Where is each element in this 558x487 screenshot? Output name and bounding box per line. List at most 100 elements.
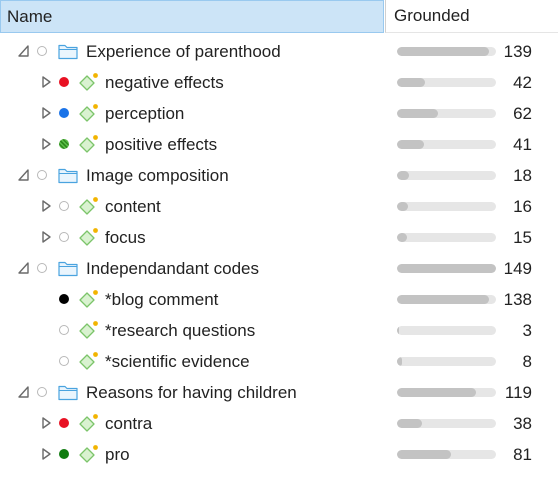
tree-code-row[interactable]: negative effects 42: [0, 67, 558, 98]
empty-color-dot-icon: [37, 263, 47, 273]
code-diamond-icon: [76, 226, 100, 250]
collapsed-triangle-icon[interactable]: [40, 75, 52, 89]
code-diamond-icon: [76, 71, 100, 95]
grounded-bar-fill: [397, 326, 399, 335]
row-label: negative effects: [105, 73, 224, 92]
row-label: positive effects: [105, 135, 218, 154]
tree-code-row[interactable]: positive effects 41: [0, 129, 558, 160]
color-dot-icon: [59, 77, 69, 87]
empty-color-dot-icon: [59, 325, 69, 335]
tree-code-row[interactable]: pro 81: [0, 439, 558, 470]
empty-color-dot-icon: [37, 46, 47, 56]
grounded-count: 149: [503, 259, 532, 278]
tree-code-row[interactable]: perception 62: [0, 98, 558, 129]
row-label: contra: [105, 414, 153, 433]
grounded-count: 15: [513, 228, 532, 247]
row-label: *research questions: [105, 321, 256, 340]
grounded-count: 3: [522, 321, 532, 340]
tree-folder-row[interactable]: Image composition 18: [0, 160, 558, 191]
grounded-count: 42: [513, 73, 532, 92]
row-label: Experience of parenthood: [86, 42, 281, 61]
grounded-count: 138: [503, 290, 532, 309]
grounded-bar: [397, 171, 496, 180]
color-dot-icon: [59, 418, 69, 428]
tree-folder-row[interactable]: Independandant codes 149: [0, 253, 558, 284]
tree-code-row[interactable]: *scientific evidence 8: [0, 346, 558, 377]
grounded-bar-fill: [397, 233, 407, 242]
color-dot-icon: [59, 108, 69, 118]
grounded-count: 139: [503, 42, 532, 61]
grounded-bar: [397, 47, 496, 56]
grounded-bar-fill: [397, 419, 423, 428]
grounded-bar-fill: [397, 450, 451, 459]
grounded-bar: [397, 295, 496, 304]
grounded-bar-fill: [397, 202, 408, 211]
code-diamond-icon: [76, 288, 100, 312]
grounded-count: 16: [513, 197, 532, 216]
folder-icon: [58, 43, 78, 60]
tree-code-row[interactable]: focus 15: [0, 222, 558, 253]
grounded-bar-fill: [397, 264, 496, 273]
grounded-count: 62: [513, 104, 532, 123]
row-label: Reasons for having children: [86, 383, 297, 402]
grounded-count: 18: [513, 166, 532, 185]
expanded-triangle-icon[interactable]: [18, 261, 30, 275]
grounded-bar: [397, 357, 496, 366]
grounded-bar: [397, 140, 496, 149]
folder-icon: [58, 384, 78, 401]
grounded-bar: [397, 264, 496, 273]
color-dot-icon: [59, 294, 69, 304]
color-dot-icon: [59, 449, 69, 459]
grounded-bar: [397, 233, 496, 242]
grounded-count: 81: [513, 445, 532, 464]
grounded-bar: [397, 450, 496, 459]
row-label: content: [105, 197, 161, 216]
row-label: Independandant codes: [86, 259, 259, 278]
empty-color-dot-icon: [59, 232, 69, 242]
expanded-triangle-icon[interactable]: [18, 385, 30, 399]
collapsed-triangle-icon[interactable]: [40, 416, 52, 430]
patterned-color-dot-icon: [59, 139, 69, 149]
name-column-header[interactable]: Name: [0, 0, 384, 33]
collapsed-triangle-icon[interactable]: [40, 230, 52, 244]
code-diamond-icon: [76, 412, 100, 436]
grounded-bar: [397, 419, 496, 428]
grounded-bar-fill: [397, 109, 439, 118]
grounded-bar-fill: [397, 47, 490, 56]
grounded-bar-fill: [397, 140, 425, 149]
tree-code-row[interactable]: contra 38: [0, 408, 558, 439]
collapsed-triangle-icon[interactable]: [40, 106, 52, 120]
grounded-bar: [397, 326, 496, 335]
code-diamond-icon: [76, 133, 100, 157]
grounded-bar-fill: [397, 388, 477, 397]
tree-code-row[interactable]: *blog comment 138: [0, 284, 558, 315]
grounded-bar: [397, 388, 496, 397]
code-diamond-icon: [76, 102, 100, 126]
code-diamond-icon: [76, 443, 100, 467]
row-label: focus: [105, 228, 146, 247]
empty-color-dot-icon: [37, 170, 47, 180]
collapsed-triangle-icon[interactable]: [40, 199, 52, 213]
code-diamond-icon: [76, 350, 100, 374]
grounded-column-header[interactable]: Grounded: [385, 0, 558, 33]
grounded-count: 119: [504, 383, 532, 402]
collapsed-triangle-icon[interactable]: [40, 137, 52, 151]
expanded-triangle-icon[interactable]: [18, 44, 30, 58]
expanded-triangle-icon[interactable]: [18, 168, 30, 182]
tree-code-row[interactable]: *research questions 3: [0, 315, 558, 346]
grounded-count: 38: [513, 414, 532, 433]
tree-code-row[interactable]: content 16: [0, 191, 558, 222]
grounded-bar-fill: [397, 357, 403, 366]
empty-color-dot-icon: [37, 387, 47, 397]
tree-folder-row[interactable]: Reasons for having children 119: [0, 377, 558, 408]
folder-icon: [58, 167, 78, 184]
empty-color-dot-icon: [59, 201, 69, 211]
collapsed-triangle-icon[interactable]: [40, 447, 52, 461]
grounded-count: 41: [513, 135, 532, 154]
grounded-count: 8: [522, 352, 532, 371]
empty-color-dot-icon: [59, 356, 69, 366]
tree-folder-row[interactable]: Experience of parenthood 139: [0, 36, 558, 67]
grounded-bar-fill: [397, 78, 425, 87]
row-label: pro: [105, 445, 130, 464]
row-label: *scientific evidence: [105, 352, 250, 371]
